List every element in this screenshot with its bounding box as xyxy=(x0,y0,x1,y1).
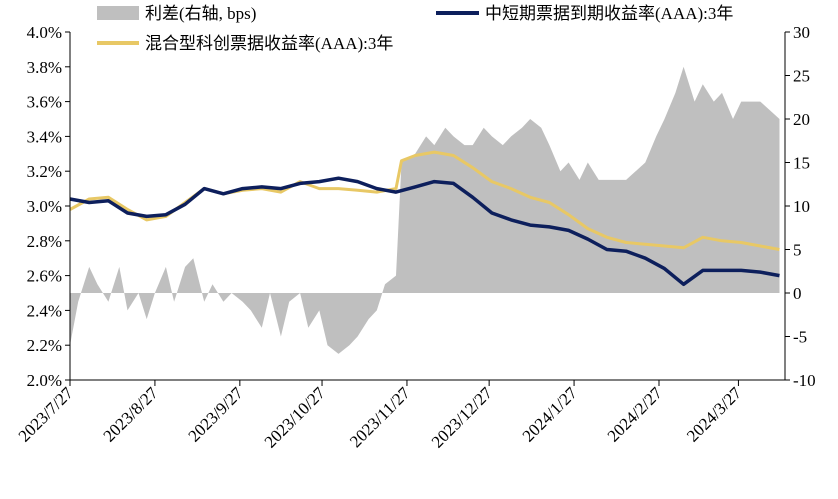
x-tick-label: 2023/10/27 xyxy=(261,383,330,452)
series-cp-line xyxy=(69,176,780,287)
left-tick-label: 3.8% xyxy=(27,58,62,77)
right-tick-label: -10 xyxy=(793,371,816,390)
right-tick-label: 0 xyxy=(793,284,802,303)
right-tick-label: 15 xyxy=(793,154,810,173)
legend-label-spread: 利差(右轴, bps) xyxy=(145,4,256,23)
left-tick-label: 3.4% xyxy=(27,127,62,146)
x-tick-label: 2023/9/27 xyxy=(184,383,247,446)
x-tick-label: 2023/7/27 xyxy=(15,383,78,446)
left-tick-label: 2.8% xyxy=(27,232,62,251)
left-tick-label: 3.6% xyxy=(27,93,62,112)
left-tick-label: 3.2% xyxy=(27,162,62,181)
left-tick-label: 2.4% xyxy=(27,301,62,320)
right-tick-label: 10 xyxy=(793,197,810,216)
left-tick-label: 2.2% xyxy=(27,336,62,355)
x-tick-label: 2023/11/27 xyxy=(346,383,414,451)
x-tick-label: 2023/8/27 xyxy=(100,383,163,446)
left-tick-label: 3.0% xyxy=(27,197,62,216)
legend-label-tech: 混合型科创票据收益率(AAA):3年 xyxy=(145,34,393,53)
left-tick-label: 2.0% xyxy=(27,371,62,390)
series-spread-area xyxy=(70,66,780,354)
left-tick-label: 4.0% xyxy=(27,23,62,42)
legend-swatch-spread xyxy=(97,6,139,20)
legend-label-cp: 中短期票据到期收益率(AAA):3年 xyxy=(485,4,733,23)
x-tick-label: 2023/12/27 xyxy=(428,383,497,452)
legend: 利差(右轴, bps) 中短期票据到期收益率(AAA):3年 混合型科创票据收益… xyxy=(97,4,733,53)
right-tick-label: 5 xyxy=(793,241,802,260)
plot-area xyxy=(69,66,780,354)
x-tick-label: 2024/3/27 xyxy=(683,383,746,446)
right-tick-label: -5 xyxy=(793,328,807,347)
x-tick-label: 2024/1/27 xyxy=(519,383,582,446)
right-tick-label: 30 xyxy=(793,23,810,42)
left-tick-label: 2.6% xyxy=(27,267,62,286)
right-tick-label: 20 xyxy=(793,110,810,129)
right-tick-label: 25 xyxy=(793,67,810,86)
x-tick-label: 2024/2/27 xyxy=(604,383,667,446)
